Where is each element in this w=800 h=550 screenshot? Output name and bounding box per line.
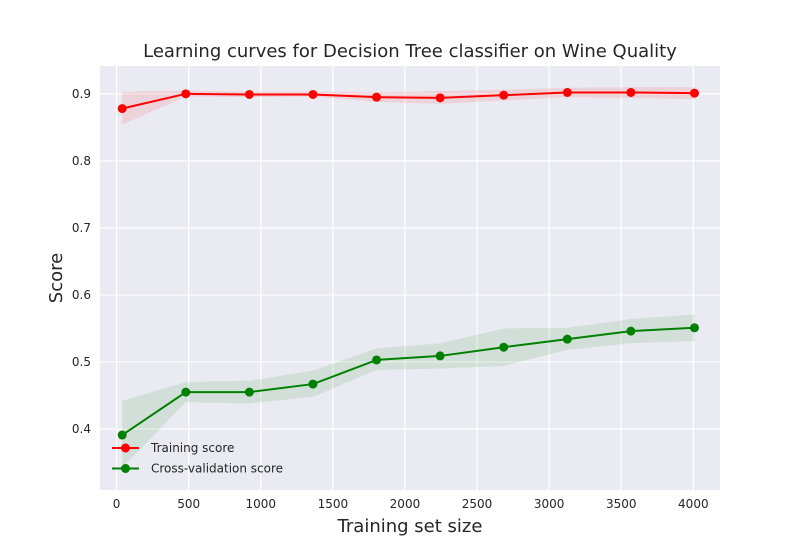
- y-tick-labels: 0.4 0.5 0.6 0.7 0.8 0.9: [72, 87, 91, 436]
- y-tick-label: 0.7: [72, 221, 91, 235]
- x-tick-label: 2000: [390, 497, 421, 511]
- legend-label-0: Training score: [150, 441, 234, 455]
- chart-title: Learning curves for Decision Tree classi…: [143, 41, 677, 62]
- series-line-1: [121, 326, 695, 436]
- data-point: [117, 104, 127, 114]
- data-point: [562, 334, 572, 344]
- data-point: [181, 89, 191, 99]
- y-tick-label: 0.9: [72, 87, 91, 101]
- legend-marker-0: [121, 443, 130, 453]
- data-point: [499, 342, 509, 352]
- data-point: [689, 88, 699, 98]
- data-point: [435, 93, 445, 103]
- data-point: [499, 90, 509, 100]
- data-point: [626, 87, 636, 97]
- series-band-1: [122, 314, 695, 468]
- series-markers: [117, 87, 699, 440]
- data-point: [244, 89, 254, 99]
- series-line-0: [121, 91, 695, 110]
- data-point: [372, 355, 382, 365]
- x-tick-label: 500: [177, 497, 200, 511]
- confidence-bands: [122, 87, 695, 468]
- legend-label-1: Cross-validation score: [151, 462, 283, 476]
- data-point: [372, 92, 382, 102]
- data-point: [308, 89, 318, 99]
- data-point: [689, 323, 699, 333]
- x-axis-label: Training set size: [337, 516, 483, 537]
- data-point: [308, 379, 318, 389]
- series-lines: [121, 91, 695, 436]
- y-tick-label: 0.5: [72, 355, 91, 369]
- y-tick-label: 0.4: [72, 422, 91, 436]
- data-point: [117, 430, 127, 440]
- legend: Training score Cross-validation score: [112, 441, 283, 476]
- x-tick-label: 4000: [678, 497, 709, 511]
- data-point: [181, 387, 191, 397]
- x-tick-label: 0: [113, 497, 121, 511]
- data-point: [626, 326, 636, 336]
- x-tick-label: 3000: [534, 497, 565, 511]
- x-tick-label: 2500: [462, 497, 493, 511]
- y-tick-label: 0.6: [72, 288, 91, 302]
- plot-area: [100, 66, 720, 490]
- x-tick-label: 1500: [318, 497, 349, 511]
- x-tick-label: 3500: [606, 497, 637, 511]
- y-tick-label: 0.8: [72, 154, 91, 168]
- series-band-0: [122, 87, 695, 125]
- grid-lines: [100, 66, 720, 490]
- legend-marker-1: [121, 464, 130, 473]
- data-point: [244, 387, 254, 397]
- y-axis-label: Score: [46, 253, 67, 303]
- data-point: [562, 87, 572, 97]
- x-tick-labels: 0 500 1000 1500 2000 2500 3000 3500 4000: [113, 497, 709, 511]
- x-tick-label: 1000: [245, 497, 276, 511]
- data-point: [435, 351, 445, 361]
